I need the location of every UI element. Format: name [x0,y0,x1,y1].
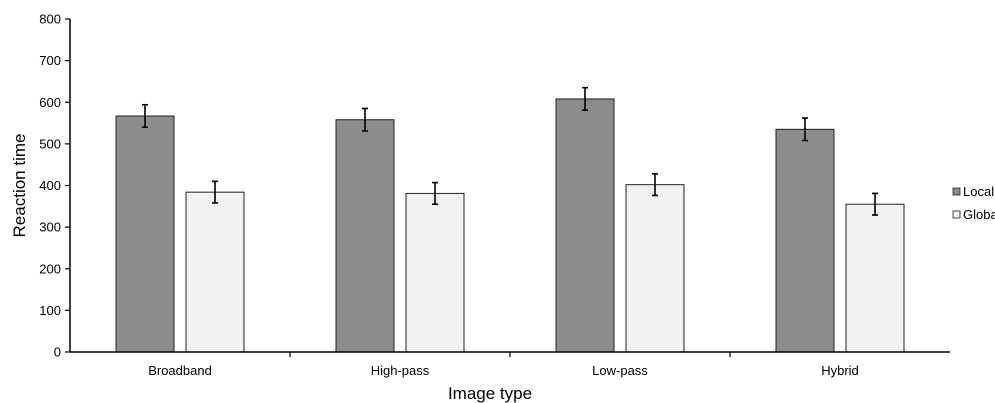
legend-label-global: Global [963,207,995,222]
x-tick-label: Broadband [148,363,212,378]
bar-local-high-pass [335,119,395,353]
y-tick-label: 500 [39,136,61,151]
error-bar [652,173,658,197]
legend-swatch-global [952,210,961,219]
y-tick-label: 100 [39,303,61,318]
x-tick-label: Low-pass [592,363,648,378]
bar-local-hybrid [775,128,835,353]
bar-global-broadband [185,191,245,353]
legend-label-local: Local [963,184,994,199]
error-bar [872,192,878,216]
error-bar [582,86,588,111]
y-axis-title: Reaction time [10,134,29,238]
error-bar [802,117,808,142]
bar-global-hybrid [845,203,905,353]
legend: Local Global [952,184,995,222]
error-bar [212,180,218,204]
y-tick-label: 600 [39,95,61,110]
error-bar [362,107,368,132]
y-tick-label: 400 [39,178,61,193]
y-tick-label: 300 [39,220,61,235]
legend-swatch-local [952,187,961,196]
bar-local-broadband [115,115,175,353]
x-axis-tick-labels: Broadband High-pass Low-pass Hybrid [148,352,859,378]
x-tick-label: Hybrid [821,363,859,378]
error-bar [432,181,438,206]
y-axis-ticks: 0 100 200 300 400 500 600 700 800 [39,12,70,360]
y-tick-label: 200 [39,261,61,276]
y-tick-label: 700 [39,53,61,68]
y-tick-label: 0 [54,345,61,360]
bar-local-low-pass [555,98,615,353]
x-tick-label: High-pass [371,363,430,378]
bar-global-high-pass [405,192,465,353]
x-axis-title: Image type [448,384,532,403]
y-tick-label: 800 [39,12,61,27]
bar-global-low-pass [625,184,685,353]
bars [115,86,905,353]
error-bar [142,103,148,129]
